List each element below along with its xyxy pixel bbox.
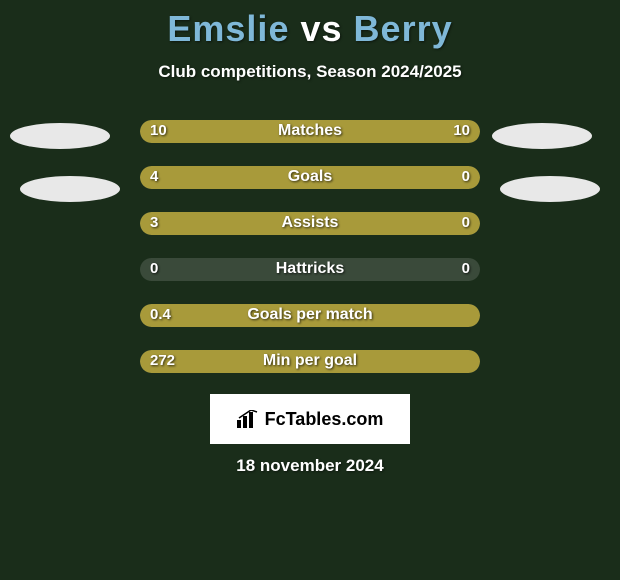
stat-value-left: 0.4 bbox=[150, 306, 171, 323]
stat-label: Assists bbox=[140, 214, 480, 232]
stat-row: Hattricks0 0 bbox=[0, 258, 620, 304]
stat-value-left: 4 bbox=[150, 168, 158, 185]
stat-value-right: 0 bbox=[462, 260, 470, 277]
stat-value-left: 272 bbox=[150, 352, 175, 369]
logo-text: FcTables.com bbox=[265, 409, 384, 430]
player-badge-ellipse bbox=[492, 123, 592, 149]
stat-value-left: 0 bbox=[150, 260, 158, 277]
stat-row: Goals per match0.4 bbox=[0, 304, 620, 350]
stat-label: Hattricks bbox=[140, 260, 480, 278]
bar-track: Assists3 0 bbox=[140, 212, 480, 235]
stat-value-left: 3 bbox=[150, 214, 158, 231]
stat-value-right: 0 bbox=[462, 168, 470, 185]
player-badge-ellipse bbox=[20, 176, 120, 202]
stat-value-right: 0 bbox=[462, 214, 470, 231]
bar-track: Hattricks0 0 bbox=[140, 258, 480, 281]
player-badge-ellipse bbox=[500, 176, 600, 202]
player1-name: Emslie bbox=[167, 8, 289, 49]
bar-track: Min per goal272 bbox=[140, 350, 480, 373]
stat-label: Goals per match bbox=[140, 306, 480, 324]
stat-value-right: 10 bbox=[453, 122, 470, 139]
bar-track: Goals4 0 bbox=[140, 166, 480, 189]
bar-track: Matches10 10 bbox=[140, 120, 480, 143]
stat-row: Assists3 0 bbox=[0, 212, 620, 258]
subtitle: Club competitions, Season 2024/2025 bbox=[0, 62, 620, 82]
stat-label: Goals bbox=[140, 168, 480, 186]
vs-text: vs bbox=[300, 8, 342, 49]
comparison-title: Emslie vs Berry bbox=[0, 0, 620, 50]
stats-chart: Matches1010Goals40Assists30Hattricks00Go… bbox=[0, 120, 620, 396]
player-badge-ellipse bbox=[10, 123, 110, 149]
chart-icon bbox=[237, 410, 259, 428]
stat-label: Min per goal bbox=[140, 352, 480, 370]
fctables-logo: FcTables.com bbox=[210, 394, 410, 444]
stat-label: Matches bbox=[140, 122, 480, 140]
date-text: 18 november 2024 bbox=[0, 456, 620, 476]
player2-name: Berry bbox=[354, 8, 453, 49]
bar-track: Goals per match0.4 bbox=[140, 304, 480, 327]
stat-value-left: 10 bbox=[150, 122, 167, 139]
stat-row: Min per goal272 bbox=[0, 350, 620, 396]
